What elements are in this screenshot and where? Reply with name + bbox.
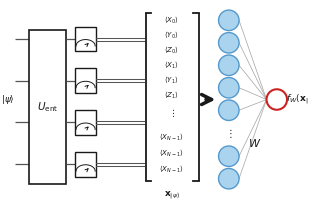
- Ellipse shape: [219, 100, 239, 120]
- Bar: [29, 30, 66, 184]
- Ellipse shape: [267, 89, 287, 110]
- Text: $\langle Z_1\rangle$: $\langle Z_1\rangle$: [164, 90, 179, 101]
- Text: $|\psi\rangle$: $|\psi\rangle$: [1, 93, 15, 106]
- Ellipse shape: [219, 55, 239, 76]
- Bar: [75, 110, 96, 135]
- Text: $\mathbf{x}_{|\psi\rangle}$: $\mathbf{x}_{|\psi\rangle}$: [164, 190, 180, 202]
- Text: $f_W(\mathbf{x}_{|}$: $f_W(\mathbf{x}_{|}$: [286, 92, 309, 107]
- Text: $\vdots$: $\vdots$: [225, 127, 233, 140]
- Text: $U_{\mathrm{ent}}$: $U_{\mathrm{ent}}$: [36, 100, 58, 114]
- Bar: [75, 152, 96, 177]
- Bar: [75, 27, 96, 51]
- Bar: [75, 68, 96, 93]
- Text: $W$: $W$: [248, 137, 261, 149]
- Text: $\vdots$: $\vdots$: [168, 107, 175, 119]
- Ellipse shape: [219, 168, 239, 189]
- Ellipse shape: [219, 146, 239, 166]
- Ellipse shape: [219, 10, 239, 31]
- Text: $\langle Y_1\rangle$: $\langle Y_1\rangle$: [164, 75, 179, 86]
- Ellipse shape: [219, 77, 239, 98]
- Text: $\langle X_1\rangle$: $\langle X_1\rangle$: [164, 60, 179, 71]
- Text: $\langle X_{N-1}\rangle$: $\langle X_{N-1}\rangle$: [159, 147, 183, 159]
- Text: $\langle X_{N-1}\rangle$: $\langle X_{N-1}\rangle$: [159, 163, 183, 175]
- Text: $\langle X_0\rangle$: $\langle X_0\rangle$: [164, 15, 179, 26]
- Text: $\langle X_{N-1}\rangle$: $\langle X_{N-1}\rangle$: [159, 131, 183, 143]
- Text: $\langle Y_0\rangle$: $\langle Y_0\rangle$: [164, 30, 179, 41]
- Text: $\langle Z_0\rangle$: $\langle Z_0\rangle$: [164, 45, 179, 56]
- Ellipse shape: [219, 33, 239, 53]
